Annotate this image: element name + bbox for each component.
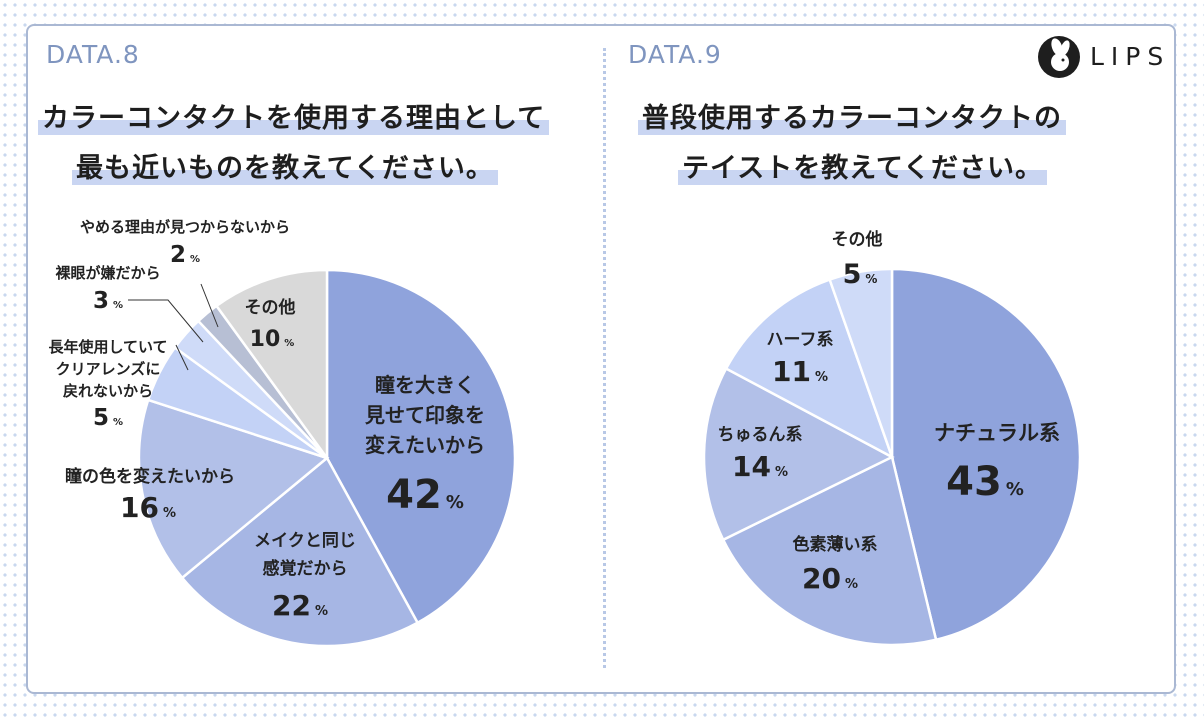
data9-slice-value-1: 20%	[802, 562, 858, 595]
data8-slice-label-3-1: クリアレンズに	[56, 360, 161, 378]
data9-slice-2	[702, 366, 895, 542]
data8-slice-value-1: 22%	[272, 589, 328, 622]
data8-slice-0	[325, 268, 517, 625]
data9-slice-4	[828, 267, 894, 458]
data9-title-line-1: 普段使用するカラーコンタクトの	[638, 96, 1066, 135]
data8-leader-line-2	[200, 283, 219, 328]
data8-slice-label-5-0: やめる理由が見つからないから	[80, 218, 290, 236]
data8-slice-label-0-0: 瞳を大きく	[375, 373, 475, 397]
data8-slice-value-3: 5%	[93, 405, 123, 431]
data8-slice-label-1-0: メイクと同じ	[254, 531, 356, 551]
data8-leader-line-1	[175, 344, 189, 371]
data8-slice-1	[180, 456, 420, 648]
data8-slice-value-2: 16%	[120, 491, 176, 524]
data9-slice-label-1-0: 色素薄い系	[793, 534, 878, 555]
data8-slice-label-1-1: 感覚だから	[263, 558, 348, 579]
data9-slice-1	[721, 455, 938, 647]
data8-slice-value-6: 10%	[250, 327, 295, 352]
data9-slice-value-0: 43%	[946, 459, 1024, 505]
rabbit-icon	[1038, 36, 1080, 78]
data8-title-line-1: カラーコンタクトを使用する理由として	[38, 96, 550, 135]
data8-slice-2	[137, 398, 330, 580]
logo-text: LIPS	[1090, 42, 1171, 71]
data9-slice-label-2-0: ちゅるん系	[718, 425, 803, 445]
data9-slice-3	[724, 278, 895, 460]
data8-slice-6	[214, 268, 329, 462]
data8-slice-label-0-2: 変えたいから	[365, 433, 485, 457]
data9-slice-label-4-0: その他	[832, 229, 883, 250]
panel-divider	[603, 48, 606, 668]
data8-leader-line-0	[128, 299, 204, 343]
data9-slice-0	[890, 267, 1082, 642]
data9-slice-value-3: 11%	[772, 355, 828, 388]
data9-slice-value-2: 14%	[732, 450, 788, 483]
data8-label: DATA.8	[46, 40, 140, 69]
data8-slice-value-4: 3%	[93, 288, 123, 314]
data8-slice-label-6-0: その他	[245, 297, 296, 318]
data8-slice-label-4-0: 裸眼が嫌だから	[55, 264, 160, 282]
data9-title-line-2: テイストを教えてください。	[678, 146, 1048, 185]
data8-slice-label-3-0: 長年使用していて	[48, 338, 167, 356]
data9-slice-value-4: 5%	[843, 259, 878, 290]
data8-slice-label-0-1: 見せて印象を	[365, 403, 485, 427]
data8-title-line-2: 最も近いものを教えてください。	[72, 146, 498, 185]
data8-slice-label-3-2: 戻れないから	[62, 382, 153, 400]
data8-slice-value-0: 42%	[386, 472, 464, 518]
data8-slice-value-5: 2%	[170, 242, 200, 268]
data9-slice-label-0-0: ナチュラル系	[934, 421, 1060, 445]
data9-label: DATA.9	[628, 40, 722, 69]
lips-logo: LIPS	[1038, 36, 1168, 80]
data9-slice-label-3-0: ハーフ系	[767, 330, 834, 350]
data8-slice-label-2-0: 瞳の色を変えたいから	[65, 466, 235, 487]
